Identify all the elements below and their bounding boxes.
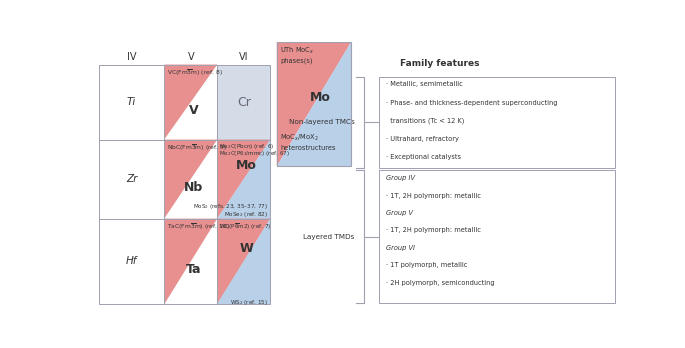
Text: · 1T, 2H polymorph: metallic: · 1T, 2H polymorph: metallic <box>386 228 480 234</box>
Text: IV: IV <box>127 52 136 62</box>
Polygon shape <box>217 219 271 304</box>
FancyBboxPatch shape <box>379 171 615 303</box>
Text: UTh MoC$_x$
phases(s): UTh MoC$_x$ phases(s) <box>280 46 314 64</box>
Text: W: W <box>240 242 253 255</box>
Polygon shape <box>217 219 271 304</box>
Text: Mo: Mo <box>310 91 331 104</box>
Polygon shape <box>164 219 217 304</box>
Text: NbC(Fm$\overline{3}$m) (ref. 9): NbC(Fm$\overline{3}$m) (ref. 9) <box>167 143 227 153</box>
Text: V: V <box>188 52 194 62</box>
Text: MoSe$_2$ (ref. 82): MoSe$_2$ (ref. 82) <box>224 210 269 219</box>
Polygon shape <box>217 140 271 219</box>
Polygon shape <box>217 140 271 219</box>
Text: · 2H polymorph, semiconducting: · 2H polymorph, semiconducting <box>386 280 494 286</box>
Polygon shape <box>164 140 217 219</box>
FancyBboxPatch shape <box>379 77 615 168</box>
Text: Group VI: Group VI <box>386 245 414 251</box>
Text: Hf: Hf <box>126 256 137 267</box>
Text: Group IV: Group IV <box>386 175 414 181</box>
Text: Mo$_2$C(P6$_3$/mmc) (ref. 67): Mo$_2$C(P6$_3$/mmc) (ref. 67) <box>219 149 290 158</box>
Text: Ta: Ta <box>186 263 201 276</box>
Text: · Metallic, semimetallic: · Metallic, semimetallic <box>386 81 462 87</box>
Text: Group V: Group V <box>386 210 412 216</box>
Text: Layered TMDs: Layered TMDs <box>303 234 355 240</box>
Text: Cr: Cr <box>237 96 251 109</box>
Text: · Exceptional catalysts: · Exceptional catalysts <box>386 154 460 160</box>
Text: TaC(Fm$\overline{3}$m) (ref. 10): TaC(Fm$\overline{3}$m) (ref. 10) <box>167 222 230 232</box>
Text: · 1T, 2H polymorph: metallic: · 1T, 2H polymorph: metallic <box>386 193 480 199</box>
Text: transitions (Tc < 12 K): transitions (Tc < 12 K) <box>386 118 464 124</box>
Text: Mo: Mo <box>236 159 257 172</box>
Text: Family features: Family features <box>401 59 480 68</box>
Text: Non-layered TMCs: Non-layered TMCs <box>289 119 355 125</box>
Text: · Phase- and thickness-dependent superconducting: · Phase- and thickness-dependent superco… <box>386 100 557 106</box>
Text: Nb: Nb <box>184 181 203 193</box>
Text: VC(Fm$\overline{3}$m) (ref. 8): VC(Fm$\overline{3}$m) (ref. 8) <box>167 68 223 78</box>
Text: Ti: Ti <box>127 97 136 107</box>
Text: Zr: Zr <box>126 174 137 184</box>
Text: WS$_2$ (ref. 15): WS$_2$ (ref. 15) <box>230 298 269 307</box>
Polygon shape <box>277 42 351 166</box>
Polygon shape <box>277 42 351 166</box>
Text: · Ultrahard, refractory: · Ultrahard, refractory <box>386 136 458 142</box>
Text: V: V <box>188 104 198 117</box>
Text: MoC$_x$/MoX$_2$
heterostructures: MoC$_x$/MoX$_2$ heterostructures <box>280 133 336 151</box>
Polygon shape <box>164 64 217 140</box>
Text: Mo$_2$C(Pbcn) (ref. 6): Mo$_2$C(Pbcn) (ref. 6) <box>219 142 275 151</box>
Text: WC(P$\overline{6}$m2) (ref. 7): WC(P$\overline{6}$m2) (ref. 7) <box>219 221 272 232</box>
Text: · 1T polymorph, metallic: · 1T polymorph, metallic <box>386 262 467 268</box>
Text: VI: VI <box>239 52 249 62</box>
FancyBboxPatch shape <box>217 64 271 140</box>
Text: MoS$_2$ (refs. 23, 35–37, 77): MoS$_2$ (refs. 23, 35–37, 77) <box>193 202 269 211</box>
